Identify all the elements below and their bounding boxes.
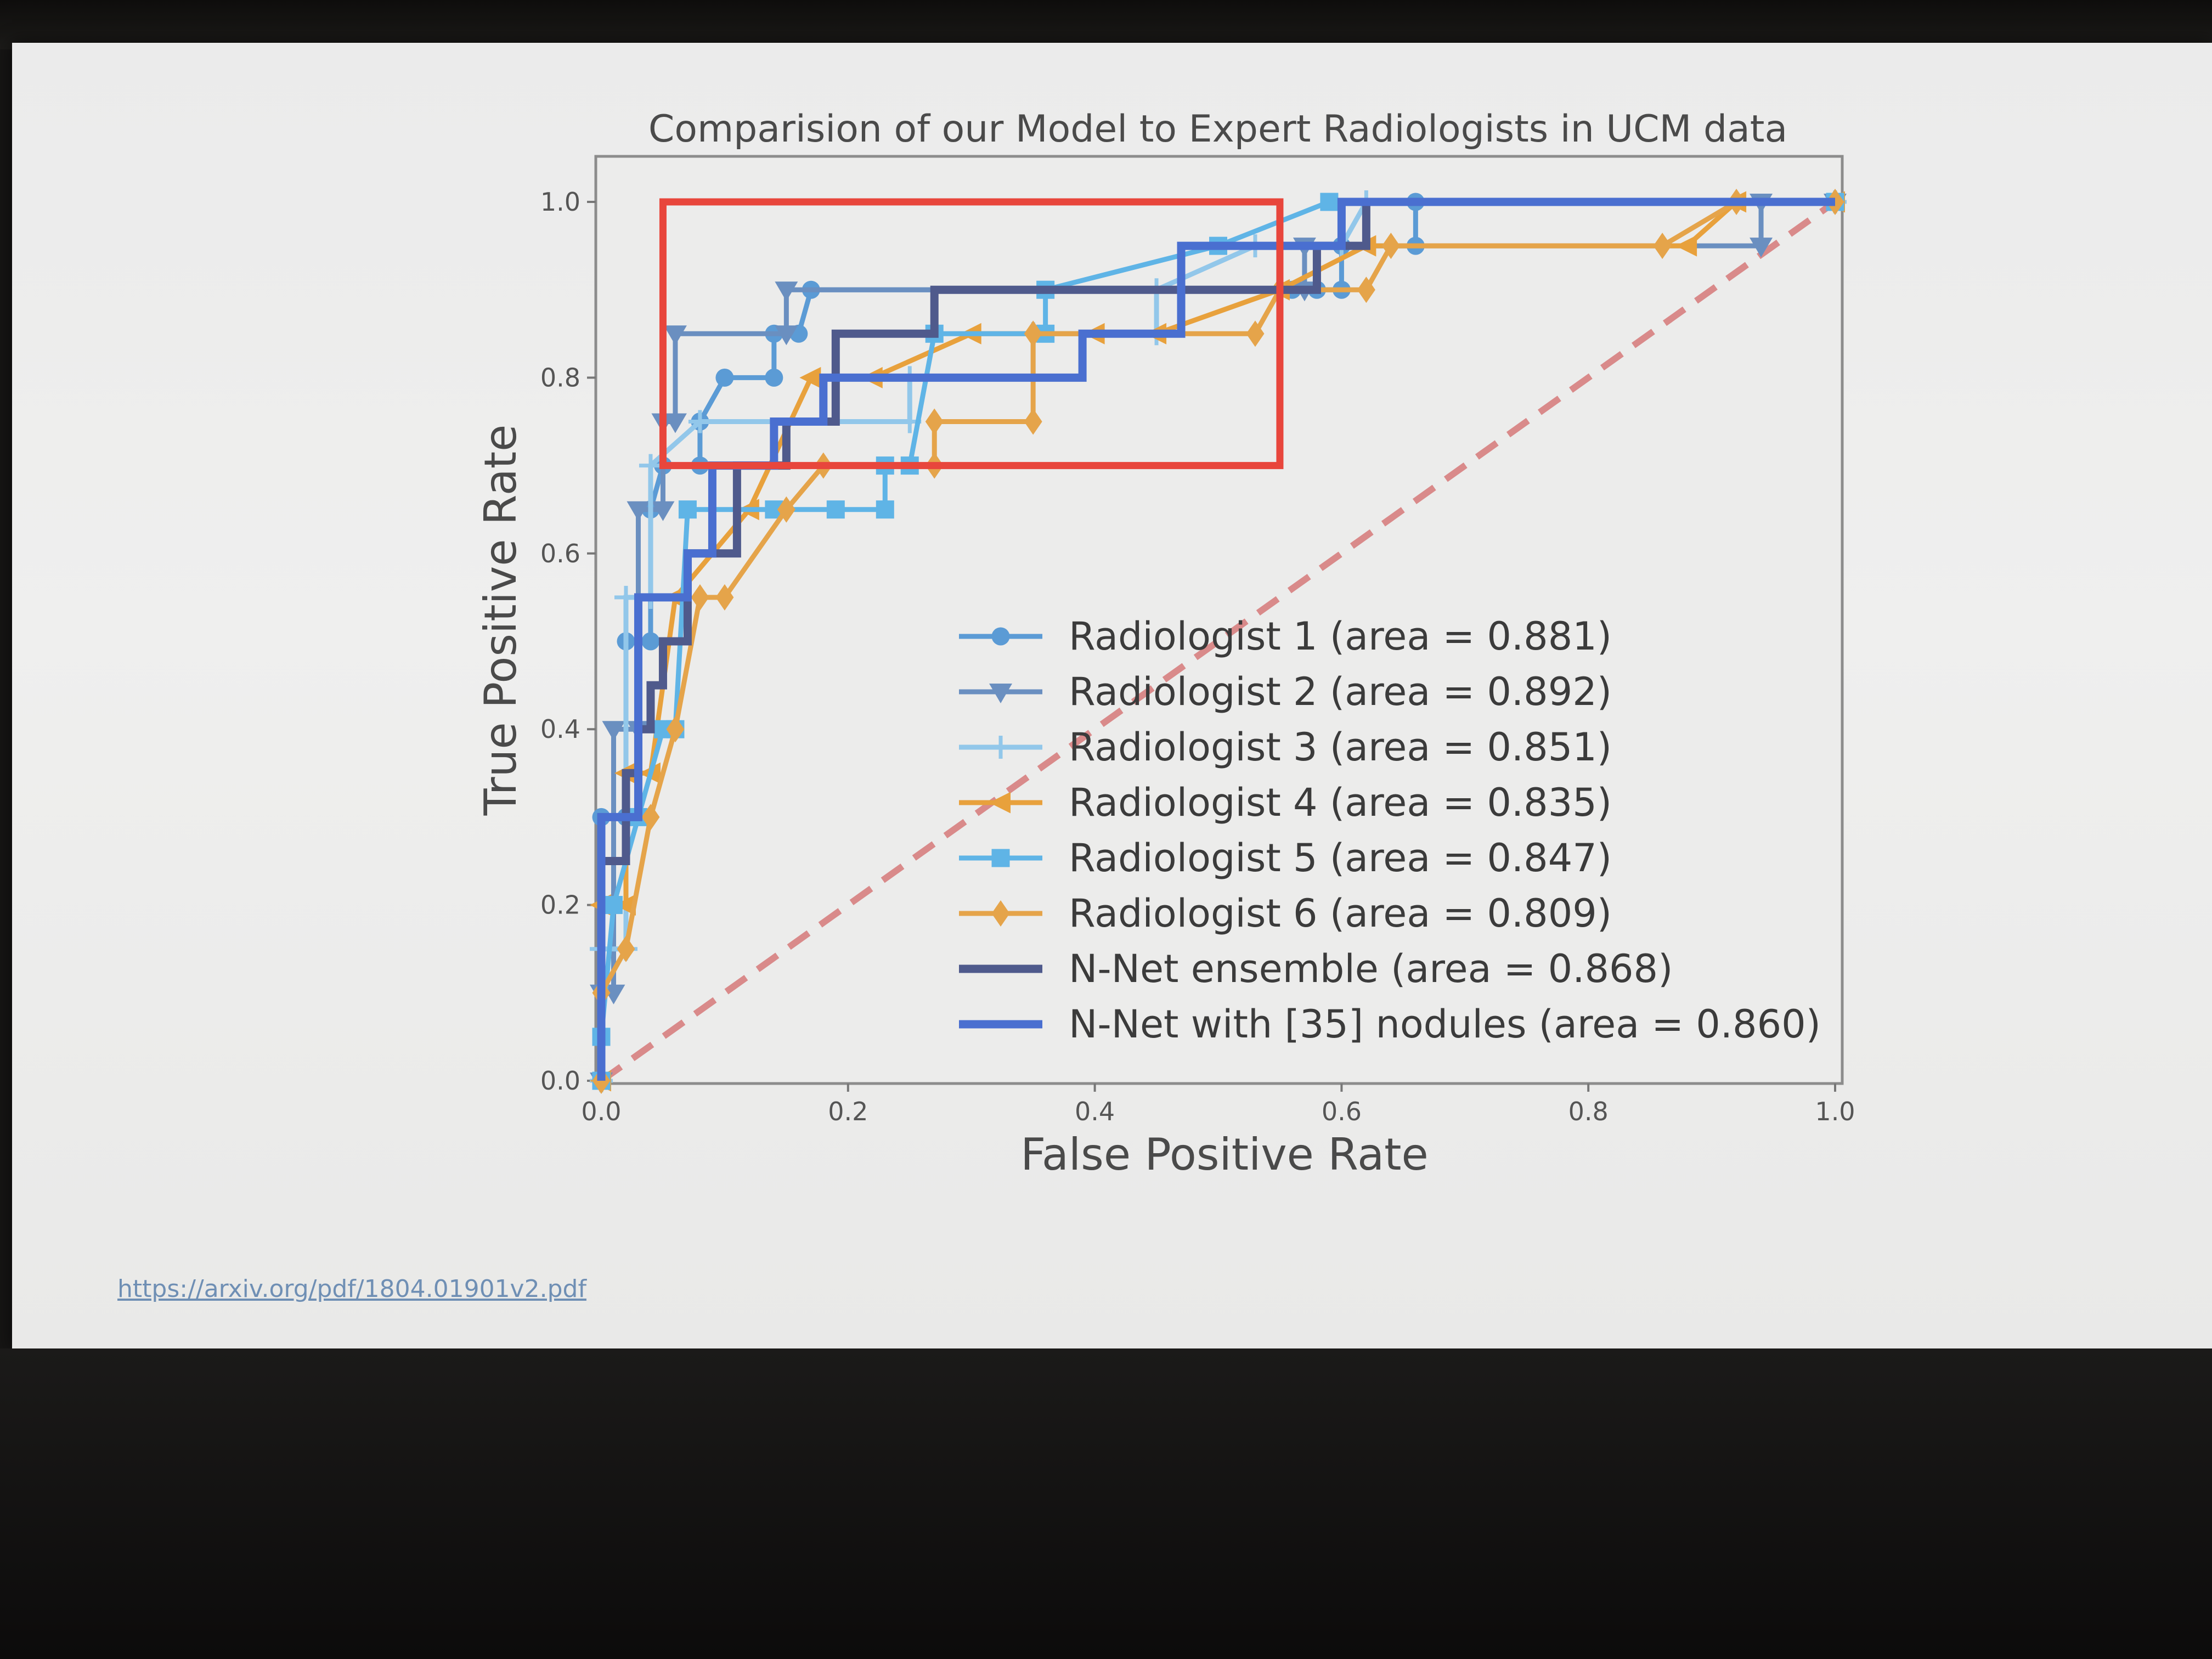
y-tick-label: 0.4 [540, 714, 580, 744]
data-point-marker [777, 496, 795, 523]
series-8 [597, 198, 1835, 1081]
legend-label: Radiologist 1 (area = 0.881) [1069, 614, 1612, 659]
legend-label: Radiologist 6 (area = 0.809) [1069, 891, 1612, 936]
data-point-marker [925, 408, 944, 435]
data-point-marker [775, 325, 798, 346]
x-axis: 0.0 0.2 0.4 0.6 0.8 1.0 [581, 1084, 1855, 1126]
data-point-marker [1750, 238, 1773, 258]
x-axis-label: False Positive Rate [1020, 1129, 1429, 1180]
data-point-marker [715, 584, 734, 611]
data-point-marker [826, 500, 845, 519]
data-point-marker [1024, 408, 1042, 435]
data-point-marker [627, 501, 650, 521]
data-point-marker [1357, 276, 1375, 303]
data-point-marker [641, 804, 660, 831]
data-point-marker [602, 721, 625, 741]
data-point-marker [663, 413, 687, 433]
diagonal-line [599, 199, 1837, 1084]
x-tick-label: 0.4 [1075, 1097, 1115, 1126]
room-background-top [0, 0, 2212, 49]
data-point-marker [1024, 320, 1042, 347]
room-background-bottom [0, 1348, 2212, 1659]
highlight-box [659, 198, 1284, 470]
legend-label: Radiologist 3 (area = 0.851) [1069, 725, 1612, 770]
data-point-marker [639, 454, 662, 477]
x-tick-label: 0.8 [1568, 1097, 1609, 1126]
data-point-marker [691, 584, 709, 611]
data-point-marker [651, 501, 675, 521]
data-point-marker [678, 500, 697, 519]
data-point-marker [614, 585, 637, 609]
data-point-marker [991, 627, 1010, 646]
y-axis-label: True Positive Rate [475, 425, 526, 816]
data-point-marker [614, 894, 636, 916]
legend-label: N-Net ensemble (area = 0.868) [1069, 946, 1673, 991]
data-point-marker [989, 792, 1011, 814]
data-point-marker [1246, 320, 1265, 347]
x-tick-label: 1.0 [1815, 1097, 1855, 1126]
data-point-marker [641, 632, 660, 651]
legend-item: N-Net ensemble (area = 0.868) [959, 946, 1673, 991]
y-tick-label: 0.8 [540, 363, 580, 392]
data-point-marker [1675, 235, 1697, 257]
x-tick-label: 0.6 [1322, 1097, 1362, 1126]
legend-item: Radiologist 6 (area = 0.809) [959, 891, 1612, 936]
data-point-marker [666, 716, 685, 743]
legend-item: Radiologist 3 (area = 0.851) [959, 725, 1612, 770]
data-point-marker [1320, 193, 1339, 211]
data-point-marker [663, 325, 687, 346]
series-group [590, 189, 1847, 1094]
x-tick-label: 0.2 [828, 1097, 868, 1126]
legend-item: Radiologist 4 (area = 0.835) [959, 780, 1612, 825]
data-point-marker [688, 410, 712, 433]
data-point-marker [876, 500, 894, 519]
data-point-marker [989, 736, 1012, 759]
data-point-marker [775, 281, 798, 302]
legend-label: Radiologist 4 (area = 0.835) [1069, 780, 1612, 825]
data-point-marker [799, 366, 821, 388]
series-line [599, 199, 1835, 1081]
series-line [597, 198, 1835, 1081]
highlight-rectangle [659, 198, 1284, 470]
data-point-marker [604, 896, 623, 915]
data-point-marker [765, 368, 783, 387]
data-point-marker [1653, 233, 1672, 259]
chart-title: Comparision of our Model to Expert Radio… [648, 108, 1787, 151]
y-tick-label: 0.0 [540, 1066, 580, 1096]
legend-item: Radiologist 5 (area = 0.847) [959, 836, 1612, 881]
x-tick-label: 0.0 [581, 1097, 621, 1126]
source-link[interactable]: https://arxiv.org/pdf/1804.01901v2.pdf [117, 1275, 586, 1303]
y-tick-label: 0.6 [540, 539, 580, 568]
data-point-marker [715, 368, 734, 387]
data-point-marker [991, 849, 1010, 867]
data-point-marker [617, 935, 635, 962]
legend-label: Radiologist 5 (area = 0.847) [1069, 836, 1612, 881]
data-point-marker [991, 900, 1010, 927]
y-tick-label: 0.2 [540, 890, 580, 920]
legend-item: Radiologist 2 (area = 0.892) [959, 669, 1612, 714]
data-point-marker [1381, 233, 1400, 259]
legend-item: N-Net with [35] nodules (area = 0.860) [959, 1002, 1821, 1047]
legend-label: Radiologist 2 (area = 0.892) [1069, 669, 1612, 714]
y-axis: 0.0 0.2 0.4 0.6 0.8 1.0 [540, 187, 596, 1096]
y-tick-label: 1.0 [540, 187, 580, 217]
data-point-marker [989, 684, 1012, 703]
legend: Radiologist 1 (area = 0.881) Radiologist … [959, 614, 1821, 1047]
legend-item: Radiologist 1 (area = 0.881) [959, 614, 1612, 659]
chance-diagonal [599, 199, 1837, 1084]
series-line [599, 199, 1835, 1081]
legend-label: N-Net with [35] nodules (area = 0.860) [1069, 1002, 1821, 1047]
